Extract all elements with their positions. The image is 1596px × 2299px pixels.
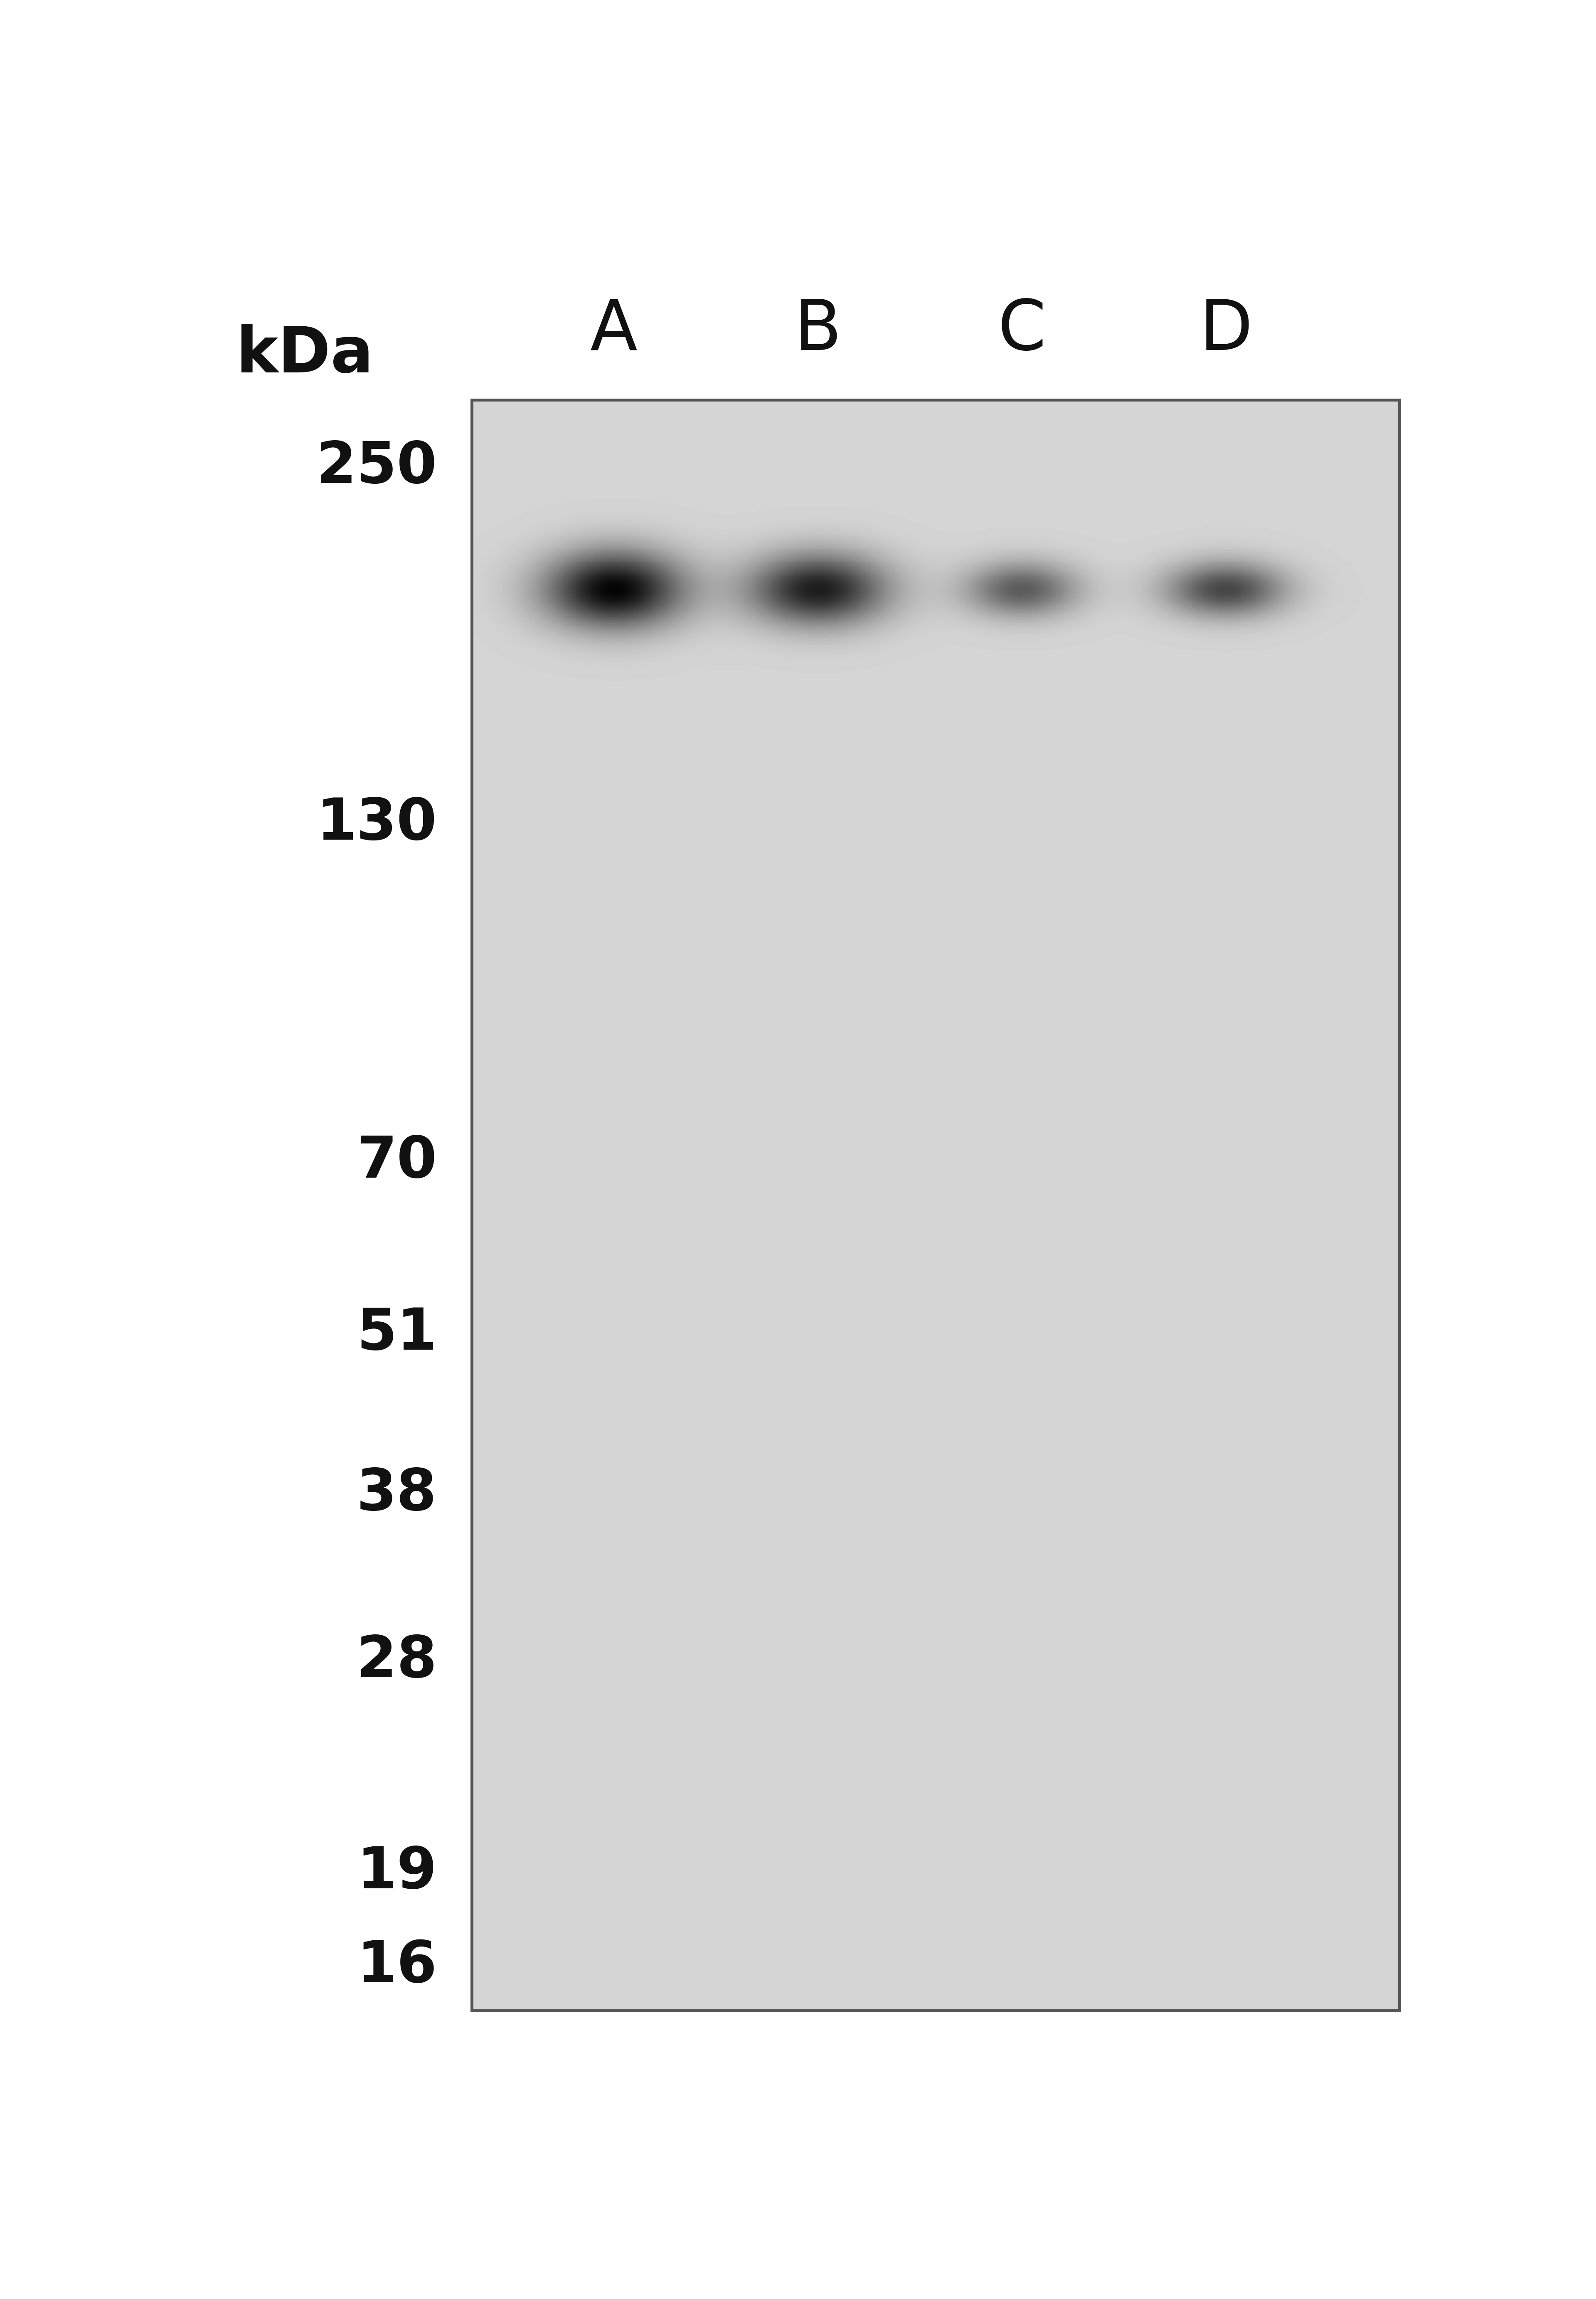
Text: 250: 250: [316, 439, 437, 494]
Text: 16: 16: [358, 1938, 437, 1996]
Text: C: C: [998, 297, 1047, 363]
Text: 70: 70: [358, 1133, 437, 1189]
Bar: [472, 400, 1400, 414]
Text: 51: 51: [356, 1306, 437, 1361]
Text: 38: 38: [356, 1467, 437, 1522]
Bar: [1136, 400, 1315, 2012]
Bar: [932, 400, 1112, 2012]
Text: kDa: kDa: [236, 324, 373, 386]
Text: 19: 19: [358, 1844, 437, 1901]
Text: B: B: [795, 297, 841, 363]
Text: 130: 130: [316, 795, 437, 851]
Text: D: D: [1200, 297, 1253, 363]
Text: 28: 28: [356, 1632, 437, 1690]
Bar: [472, 400, 1400, 2012]
Text: A: A: [591, 297, 637, 363]
Bar: [472, 400, 1400, 2012]
Bar: [728, 400, 908, 2012]
Bar: [523, 400, 704, 2012]
